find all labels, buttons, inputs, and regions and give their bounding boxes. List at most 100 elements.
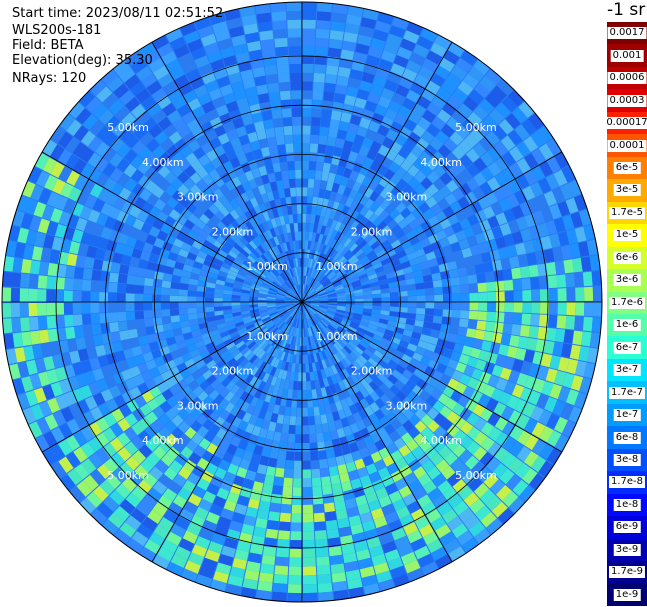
ray-gate bbox=[258, 428, 268, 439]
ray-gate bbox=[406, 343, 418, 352]
ray-gate bbox=[302, 363, 306, 373]
ray-gate bbox=[258, 361, 267, 371]
ray-gate bbox=[314, 521, 326, 532]
ray-gate bbox=[379, 314, 390, 321]
ray-gate bbox=[130, 103, 146, 119]
ray-gate bbox=[379, 383, 390, 394]
ray-gate bbox=[125, 302, 135, 312]
ray-gate bbox=[329, 29, 344, 41]
ray-gate bbox=[194, 17, 212, 31]
ray-gate bbox=[248, 415, 258, 426]
ray-gate bbox=[257, 299, 267, 302]
ray-gate bbox=[76, 399, 90, 415]
ray-gate bbox=[302, 460, 311, 470]
ray-gate bbox=[101, 69, 118, 86]
ray-gate bbox=[283, 477, 293, 488]
ray-gate bbox=[105, 192, 119, 206]
ray-gate bbox=[177, 420, 190, 434]
ray-gate bbox=[440, 418, 453, 432]
ray-gate bbox=[294, 363, 299, 373]
ray-gate bbox=[138, 146, 152, 161]
ray-gate bbox=[237, 153, 248, 165]
ray-gate bbox=[234, 387, 245, 399]
ray-gate bbox=[306, 327, 310, 337]
ray-gate bbox=[256, 324, 265, 331]
ray-gate bbox=[257, 303, 267, 307]
ray-gate bbox=[420, 401, 433, 414]
ray-gate bbox=[591, 270, 602, 286]
ray-gate bbox=[275, 556, 289, 567]
ray-gate bbox=[178, 346, 190, 356]
ray-gate bbox=[142, 117, 157, 132]
ray-gate bbox=[414, 545, 431, 560]
ray-gate bbox=[456, 530, 474, 546]
ray-gate bbox=[578, 346, 590, 362]
ray-gate bbox=[457, 326, 468, 337]
ray-gate bbox=[333, 264, 342, 273]
ray-gate bbox=[480, 511, 497, 528]
ray-gate bbox=[381, 87, 395, 101]
ray-gate bbox=[439, 185, 452, 198]
ray-gate bbox=[314, 46, 328, 57]
ray-gate bbox=[224, 191, 235, 203]
ray-gate bbox=[412, 352, 423, 362]
ray-gate bbox=[22, 407, 36, 425]
ray-gate bbox=[273, 117, 283, 128]
ray-gate bbox=[327, 306, 337, 310]
ray-gate bbox=[178, 196, 191, 208]
ray-gate bbox=[403, 30, 420, 44]
ray-gate bbox=[334, 266, 344, 275]
ray-gate bbox=[258, 290, 268, 295]
ray-gate bbox=[264, 474, 275, 486]
ray-gate bbox=[345, 366, 354, 376]
ray-gate bbox=[169, 66, 185, 81]
ray-gate bbox=[117, 321, 128, 331]
ray-gate bbox=[337, 66, 351, 78]
ray-gate bbox=[365, 463, 378, 475]
ray-gate bbox=[197, 280, 207, 287]
ray-gate bbox=[114, 350, 126, 362]
ray-gate bbox=[572, 257, 583, 273]
ray-gate bbox=[25, 390, 39, 407]
ray-gate bbox=[287, 592, 302, 602]
field-name: Field: BETA bbox=[12, 38, 84, 53]
ray-gate bbox=[162, 323, 173, 332]
ray-gate bbox=[432, 439, 446, 453]
ray-gate bbox=[300, 310, 302, 320]
ray-gate bbox=[33, 201, 47, 218]
ray-gate bbox=[157, 165, 171, 179]
ray-gate bbox=[69, 486, 86, 503]
ray-gate bbox=[56, 327, 67, 341]
colorbar-tick-label: 1.7e-9 bbox=[608, 566, 646, 579]
ray-gate bbox=[370, 240, 381, 250]
ray-gate bbox=[348, 189, 358, 200]
ray-gate bbox=[384, 79, 399, 93]
ray-gate bbox=[189, 272, 200, 280]
ray-gate bbox=[37, 275, 48, 289]
range-ring-label: 3.00km bbox=[177, 191, 219, 204]
colorbar-segment: 3e-6 bbox=[607, 269, 647, 293]
ray-gate bbox=[191, 126, 205, 140]
ray-gate bbox=[279, 378, 286, 389]
ray-gate bbox=[223, 313, 233, 319]
ray-gate bbox=[331, 262, 340, 271]
ray-gate bbox=[451, 370, 464, 382]
ray-gate bbox=[286, 205, 293, 215]
ray-gate bbox=[219, 183, 230, 195]
ray-gate bbox=[277, 308, 286, 313]
ray-gate bbox=[276, 306, 286, 311]
ray-gate bbox=[344, 23, 360, 35]
ray-gate bbox=[172, 96, 187, 110]
ray-gate bbox=[81, 313, 92, 326]
ray-gate bbox=[81, 179, 96, 194]
ray-gate bbox=[96, 125, 112, 141]
ray-gate bbox=[345, 304, 355, 308]
ray-gate bbox=[514, 398, 528, 414]
ray-gate bbox=[203, 161, 216, 174]
ray-gate bbox=[413, 368, 425, 379]
ray-gate bbox=[349, 351, 359, 361]
ray-gate bbox=[284, 324, 290, 334]
ray-gate bbox=[304, 275, 308, 285]
ray-gate bbox=[166, 144, 180, 158]
ray-gate bbox=[311, 326, 317, 335]
